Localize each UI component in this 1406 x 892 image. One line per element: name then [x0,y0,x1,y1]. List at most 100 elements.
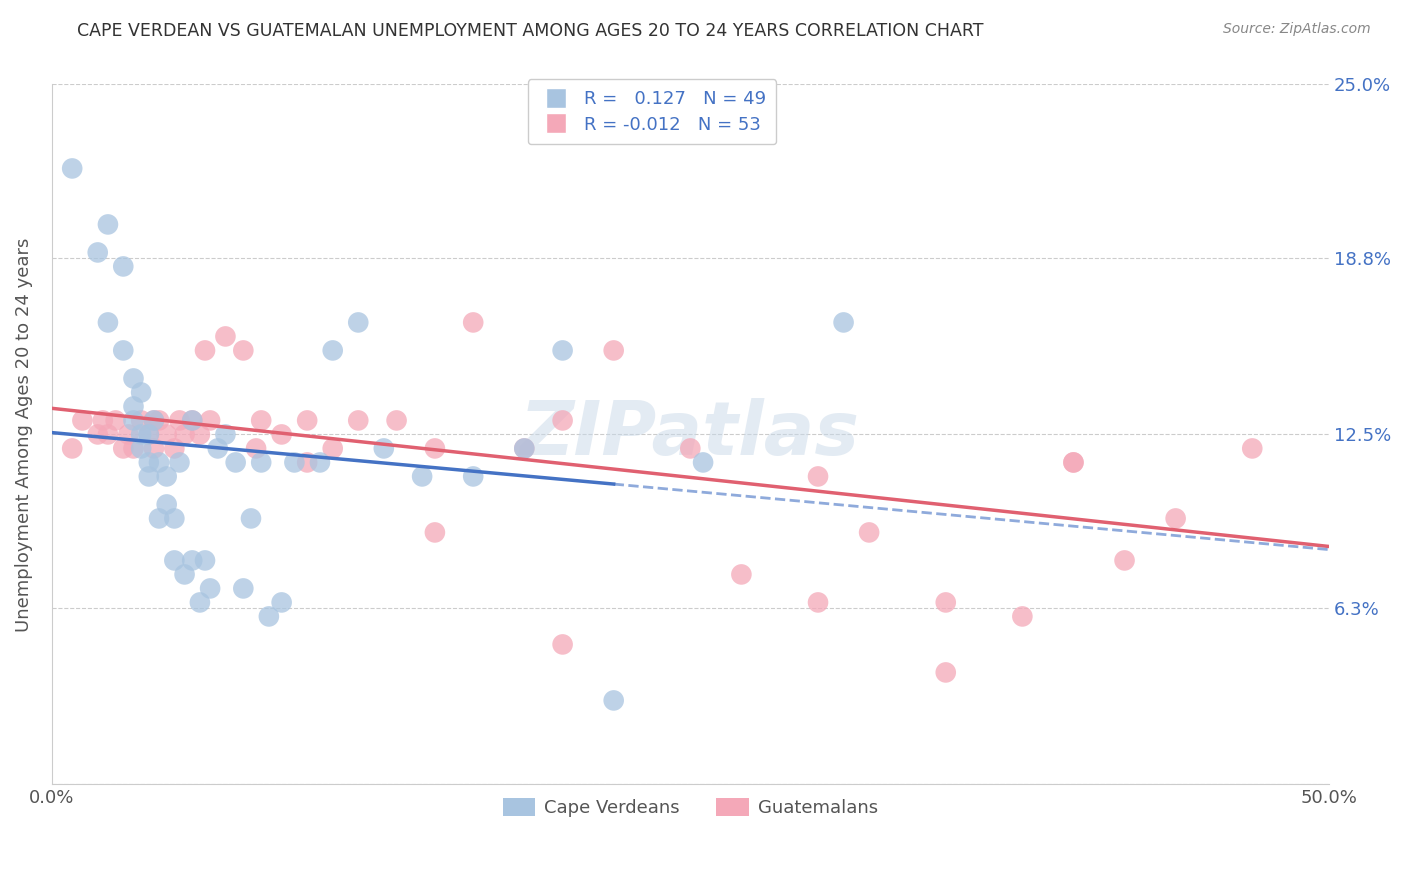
Point [138,427,160,442]
Point [112,260,135,274]
Point [1062,455,1084,469]
Point [692,455,714,469]
Point [283,455,305,469]
Point [148,413,170,427]
Point [807,595,830,609]
Point [163,511,186,525]
Point [156,498,179,512]
Point [129,427,152,442]
Point [1164,511,1187,525]
Point [138,455,160,469]
Point [169,455,191,469]
Point [60,442,83,456]
Point [270,595,292,609]
Point [163,553,186,567]
Point [122,413,145,427]
Point [148,511,170,525]
Point [1062,455,1084,469]
Point [173,427,195,442]
Text: Source: ZipAtlas.com: Source: ZipAtlas.com [1223,22,1371,37]
Point [138,427,160,442]
Point [181,553,204,567]
Point [1241,442,1264,456]
Point [156,427,179,442]
Point [117,427,139,442]
Point [551,637,574,651]
Point [551,413,574,427]
Point [250,413,273,427]
Point [87,245,110,260]
Point [173,567,195,582]
Point [122,442,145,456]
Point [1011,609,1033,624]
Point [602,693,624,707]
Point [163,442,186,456]
Point [385,413,408,427]
Point [807,469,830,483]
Point [730,567,752,582]
Point [188,427,211,442]
Point [295,413,318,427]
Point [122,371,145,385]
Point [832,315,855,329]
Point [257,609,280,624]
Point [513,442,536,456]
Point [181,413,204,427]
Point [347,315,370,329]
Point [72,413,94,427]
Point [122,400,145,414]
Point [142,442,165,456]
Point [322,442,344,456]
Point [423,525,446,540]
Point [602,343,624,358]
Point [188,595,211,609]
Point [245,442,267,456]
Point [347,413,370,427]
Point [112,442,135,456]
Point [513,442,536,456]
Point [232,343,254,358]
Point [97,315,120,329]
Point [214,427,236,442]
Point [250,455,273,469]
Point [129,442,152,456]
Point [232,582,254,596]
Point [169,413,191,427]
Point [207,442,229,456]
Point [679,105,702,120]
Point [858,525,880,540]
Point [194,343,217,358]
Point [214,329,236,343]
Point [322,343,344,358]
Point [295,455,318,469]
Point [156,469,179,483]
Point [411,469,433,483]
Point [104,413,127,427]
Point [87,427,110,442]
Point [181,413,204,427]
Point [60,161,83,176]
Point [138,469,160,483]
Point [129,413,152,427]
Point [423,442,446,456]
Text: CAPE VERDEAN VS GUATEMALAN UNEMPLOYMENT AMONG AGES 20 TO 24 YEARS CORRELATION CH: CAPE VERDEAN VS GUATEMALAN UNEMPLOYMENT … [77,22,984,40]
Point [463,469,485,483]
Y-axis label: Unemployment Among Ages 20 to 24 years: Unemployment Among Ages 20 to 24 years [15,237,32,632]
Point [142,413,165,427]
Point [91,413,114,427]
Legend: Cape Verdeans, Guatemalans: Cape Verdeans, Guatemalans [496,790,884,824]
Point [97,427,120,442]
Point [1114,553,1136,567]
Text: ZIPatlas: ZIPatlas [520,398,860,471]
Point [112,343,135,358]
Point [148,455,170,469]
Point [463,315,485,329]
Point [240,511,263,525]
Point [551,343,574,358]
Point [129,385,152,400]
Point [270,427,292,442]
Point [309,455,332,469]
Point [373,442,395,456]
Point [225,455,247,469]
Point [679,442,702,456]
